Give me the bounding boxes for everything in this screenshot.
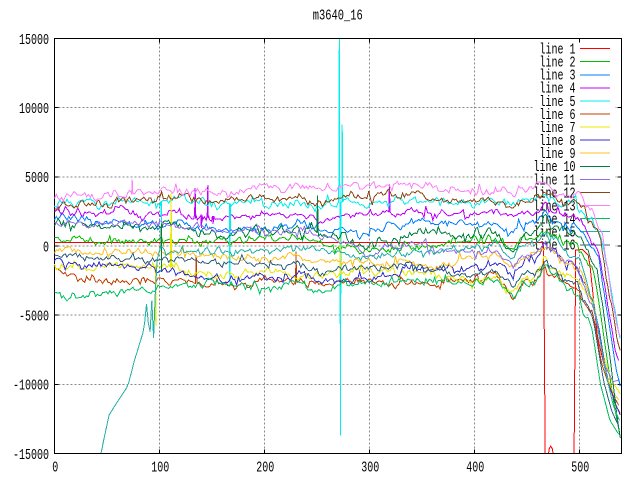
svg-text:0: 0 bbox=[52, 460, 58, 477]
svg-text:line 11: line 11 bbox=[534, 172, 576, 189]
svg-text:line 4: line 4 bbox=[540, 81, 576, 98]
svg-text:5000: 5000 bbox=[25, 170, 49, 187]
svg-text:-5000: -5000 bbox=[19, 309, 49, 326]
svg-text:300: 300 bbox=[361, 460, 379, 477]
svg-text:line 3: line 3 bbox=[540, 68, 576, 85]
svg-text:line 8: line 8 bbox=[540, 133, 576, 150]
svg-text:-15000: -15000 bbox=[13, 447, 49, 464]
svg-text:line 5: line 5 bbox=[540, 94, 576, 111]
svg-text:-10000: -10000 bbox=[13, 378, 49, 395]
svg-text:200: 200 bbox=[256, 460, 274, 477]
svg-text:400: 400 bbox=[466, 460, 484, 477]
svg-text:line 10: line 10 bbox=[534, 159, 576, 176]
svg-text:line 2: line 2 bbox=[540, 55, 576, 72]
svg-text:0: 0 bbox=[43, 239, 49, 256]
svg-text:100: 100 bbox=[151, 460, 169, 477]
svg-text:line 7: line 7 bbox=[540, 120, 576, 137]
svg-text:line 6: line 6 bbox=[540, 107, 576, 124]
svg-text:10000: 10000 bbox=[19, 101, 49, 118]
svg-text:m3640_16: m3640_16 bbox=[313, 8, 363, 25]
svg-text:line 1: line 1 bbox=[540, 42, 576, 59]
svg-text:15000: 15000 bbox=[19, 32, 49, 49]
svg-text:500: 500 bbox=[571, 460, 589, 477]
svg-text:line 12: line 12 bbox=[534, 185, 576, 202]
svg-text:line 9: line 9 bbox=[540, 146, 576, 163]
